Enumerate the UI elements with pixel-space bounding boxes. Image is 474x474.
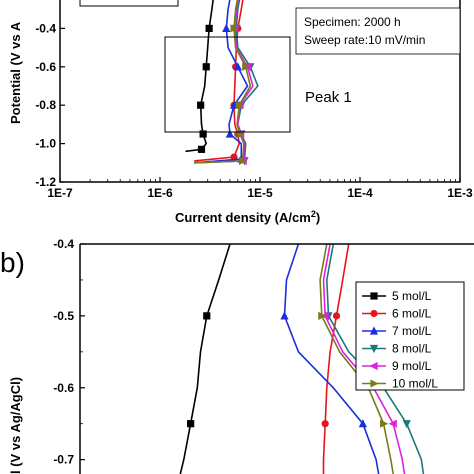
panel-a-marker-5-1 [239, 156, 248, 165]
panel-a-marker-0-5 [197, 101, 205, 109]
panel-b-series-line-5 [319, 244, 394, 474]
panel-a-xtick-label: 1E-3 [447, 186, 473, 200]
panel-a-xtick-label: 1E-5 [247, 186, 273, 200]
panel-b-legend-entries: 5 mol/L 6 mol/L 7 mol/L 8 mol/L 9 mol/L 10 mo… [362, 289, 438, 391]
legend-marker-2 [369, 326, 379, 335]
panel-b-marker-0-2 [203, 312, 211, 320]
panel-b-series-line-2 [283, 244, 380, 474]
panel-b: b) -0.4 -0.5 -0.6 -0.7 l (V vs Ag/AgCl) 5 m… [0, 237, 474, 474]
legend-label-4: 9 mol/L [392, 359, 432, 373]
panel-b-marker-1-2 [332, 312, 341, 320]
panel-a-series-line-5 [194, 0, 252, 164]
legend-marker-3 [369, 344, 379, 354]
panel-a-annotation-sweep: Sweep rate:10 mV/min [304, 33, 425, 47]
panel-a-xtick-label: 1E-7 [47, 186, 73, 200]
panel-a-series [185, 0, 259, 166]
panel-b-ticks: -0.4 -0.5 -0.6 -0.7 [53, 237, 85, 467]
panel-b-marker-4-5 [388, 419, 397, 428]
panel-a-xaxis-label-sup: 2 [311, 209, 316, 219]
panel-a-ytick-label: -0.6 [35, 60, 56, 74]
panel-a-marker-5-7 [242, 62, 251, 71]
panel-a-series-line-0 [185, 0, 214, 153]
panel-a-marker-5-9 [230, 24, 239, 33]
panel-b-yaxis-label: l (V vs Ag/AgCl) [8, 377, 23, 474]
panel-b-label: b) [0, 247, 25, 278]
legend-label-3: 8 mol/L [392, 342, 432, 356]
panel-b-marker-3-5 [402, 420, 411, 429]
panel-a-xaxis-label: Current density (A/cm2) [175, 209, 320, 225]
panel-b-ytick-label: -0.5 [53, 309, 74, 323]
panel-a-series-line-2 [194, 0, 249, 164]
panel-b-series-line-1 [322, 244, 350, 474]
panel-a-yaxis-label: Potential (V vs A [8, 21, 23, 124]
panel-a-marker-5-5 [235, 101, 244, 110]
panel-b-marker-5-5 [380, 419, 389, 428]
panel-a-annotation-box [295, 7, 461, 55]
panel-b-marker-1-5 [321, 420, 329, 428]
panel-a-xaxis-label-main: Current density (A/cm [175, 210, 311, 225]
panel-b-ytick-label: -0.4 [53, 237, 74, 251]
legend-label-2: 7 mol/L [392, 324, 432, 338]
legend-label-1: 6 mol/L [392, 307, 432, 321]
panel-b-series-line-0 [179, 244, 231, 474]
panel-a-ytick-label: -1.2 [35, 175, 56, 189]
panel-a-marker-0-7 [202, 63, 210, 71]
panel-a-marker-2-3 [225, 129, 234, 138]
legend-marker-1 [370, 309, 378, 318]
panel-b-ytick-label: -0.6 [53, 381, 74, 395]
legend-label-0: 5 mol/L [392, 289, 432, 303]
panel-b-ytick-label: -0.7 [53, 453, 74, 467]
panel-a-annotation-specimen: Specimen: 2000 h [304, 15, 401, 29]
panel-a-xtick-label: 1E-4 [347, 186, 373, 200]
panel-a-ytick-label: -0.8 [35, 98, 56, 112]
panel-a-ticks: -0.2-0.4-0.6-0.8-1.0-1.21E-71E-61E-51E-4… [35, 21, 473, 200]
panel-a-marker-0-3 [199, 130, 207, 138]
legend-marker-4 [369, 361, 378, 371]
panel-b-marker-2-5 [358, 419, 367, 428]
legend-label-5: 10 mol/L [392, 377, 438, 391]
panel-a-xtick-label: 1E-6 [147, 186, 173, 200]
panel-a-marker-0-9 [205, 24, 213, 32]
legend-marker-5 [370, 379, 379, 388]
panel-b-marker-2-2 [280, 311, 289, 320]
panel-a-ytick-label: -1.0 [35, 137, 56, 151]
panel-a-inset-box [79, 0, 179, 7]
legend-marker-0 [370, 292, 378, 300]
panel-b-marker-5-2 [318, 311, 327, 320]
panel-b-marker-0-5 [187, 420, 195, 428]
panel-a: -0.2-0.4-0.6-0.8-1.0-1.21E-71E-61E-51E-4… [8, 0, 473, 225]
panel-a-xaxis-label-end: ) [316, 210, 320, 225]
panel-a-marker-2-7 [233, 62, 242, 71]
panel-a-ytick-label: -0.4 [35, 21, 56, 35]
panel-a-marker-0-1 [197, 145, 206, 153]
panel-b-legend [355, 281, 465, 391]
panel-a-zoom-label: Peak 1 [305, 89, 352, 106]
panel-a-zoom-box [164, 36, 291, 133]
panel-a-marker-2-9 [222, 23, 231, 32]
